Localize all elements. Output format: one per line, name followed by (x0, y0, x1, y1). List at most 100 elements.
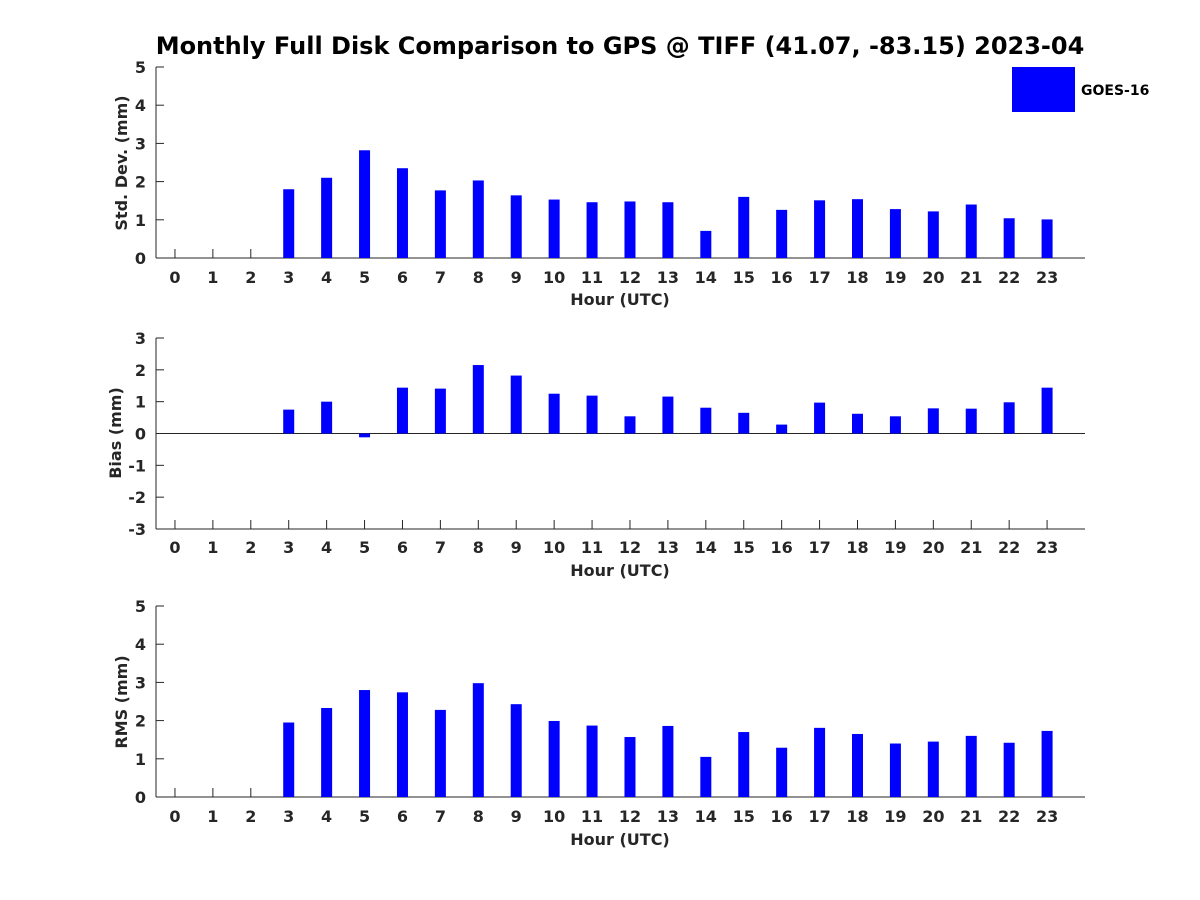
legend-label: GOES-16 (1081, 83, 1149, 99)
rms-bar (624, 737, 636, 797)
rms-xtick-label: 5 (359, 807, 370, 826)
std-dev-bar (359, 150, 371, 258)
std-dev-xtick-label: 6 (397, 268, 408, 287)
rms-xtick-label: 2 (245, 807, 256, 826)
bias-bar (1003, 402, 1015, 434)
rms-bar (548, 720, 560, 797)
rms-bar (321, 707, 333, 797)
std-dev-ylabel: Std. Dev. (mm) (112, 95, 131, 230)
rms-bar (396, 692, 408, 797)
bias-xtick-label: 17 (808, 538, 830, 557)
std-dev-xtick-label: 21 (960, 268, 982, 287)
bias-bar (359, 433, 371, 438)
bias-bar (1041, 387, 1053, 434)
bias-bar (814, 402, 826, 434)
bias-xtick-label: 7 (435, 538, 446, 557)
bias-xtick-label: 12 (619, 538, 641, 557)
bias-xlabel: Hour (UTC) (570, 561, 670, 580)
rms-xtick-label: 0 (169, 807, 180, 826)
rms-ytick-label: 0 (135, 788, 146, 807)
rms-bar (1003, 742, 1015, 797)
bias-bar (624, 416, 636, 434)
bias-bar (738, 412, 750, 434)
bias-xtick-label: 6 (397, 538, 408, 557)
std-dev-xtick-label: 8 (473, 268, 484, 287)
std-dev-bar (434, 190, 446, 258)
rms-bar (359, 690, 371, 797)
bias-xtick-label: 16 (771, 538, 793, 557)
bias-ytick-label: -3 (128, 520, 146, 539)
bias-bar (548, 393, 560, 434)
bias-bar (662, 396, 674, 434)
std-dev-xtick-label: 20 (922, 268, 944, 287)
rms-xtick-label: 12 (619, 807, 641, 826)
rms-bar (510, 704, 522, 797)
rms-xtick-label: 19 (884, 807, 906, 826)
rms-bar (1041, 730, 1053, 797)
bias-bar (700, 407, 712, 434)
bias-xtick-label: 5 (359, 538, 370, 557)
bias-xtick-label: 8 (473, 538, 484, 557)
std-dev-bar (927, 211, 939, 258)
std-dev-bar (321, 177, 333, 258)
rms-bar (472, 683, 484, 797)
bias-bar (776, 424, 788, 434)
rms-ytick-label: 5 (135, 597, 146, 616)
bias-bar (321, 401, 333, 434)
std-dev-xlabel: Hour (UTC) (570, 290, 670, 309)
bias-ytick-label: 1 (135, 393, 146, 412)
std-dev-xtick-label: 0 (169, 268, 180, 287)
std-dev-xtick-label: 2 (245, 268, 256, 287)
bias-bar (434, 388, 446, 434)
std-dev-xtick-label: 17 (808, 268, 830, 287)
rms-xtick-label: 11 (581, 807, 603, 826)
rms-bar (814, 727, 826, 797)
rms-ytick-label: 4 (135, 635, 146, 654)
chart-title: Monthly Full Disk Comparison to GPS @ TI… (156, 32, 1085, 60)
std-dev-ytick-label: 5 (135, 58, 146, 77)
rms-bar (927, 741, 939, 797)
bias-xtick-label: 13 (657, 538, 679, 557)
rms-bar (965, 735, 977, 797)
bias-xtick-label: 0 (169, 538, 180, 557)
std-dev-ytick-label: 3 (135, 134, 146, 153)
rms-bar (700, 756, 712, 797)
rms-xtick-label: 8 (473, 807, 484, 826)
std-dev-xtick-label: 15 (733, 268, 755, 287)
rms-bar (889, 743, 901, 797)
bias-xtick-label: 21 (960, 538, 982, 557)
std-dev-xtick-label: 14 (695, 268, 717, 287)
bias-xtick-label: 1 (207, 538, 218, 557)
rms-xtick-label: 13 (657, 807, 679, 826)
rms-bar (776, 747, 788, 797)
std-dev-ytick-label: 4 (135, 96, 146, 115)
std-dev-bar (396, 168, 408, 258)
bias-bar (851, 413, 863, 434)
rms-xtick-label: 21 (960, 807, 982, 826)
rms-bar (662, 725, 674, 797)
rms-ytick-label: 1 (135, 750, 146, 769)
bias-xtick-label: 20 (922, 538, 944, 557)
bias-bar (586, 395, 598, 434)
std-dev-bar (965, 204, 977, 258)
std-dev-xtick-label: 22 (998, 268, 1020, 287)
rms-bar (738, 732, 750, 797)
bias-xtick-label: 10 (543, 538, 565, 557)
bias-bar (889, 416, 901, 434)
std-dev-ytick-label: 0 (135, 249, 146, 268)
std-dev-xtick-label: 5 (359, 268, 370, 287)
rms-bar (434, 709, 446, 797)
std-dev-bar (662, 202, 674, 258)
std-dev-ytick-label: 1 (135, 211, 146, 230)
std-dev-bar (472, 180, 484, 258)
rms-xtick-label: 15 (733, 807, 755, 826)
std-dev-bar (700, 230, 712, 258)
bias-xtick-label: 11 (581, 538, 603, 557)
legend: GOES-16 (1012, 67, 1149, 112)
rms-ylabel: RMS (mm) (112, 655, 131, 748)
bias-ytick-label: 0 (135, 425, 146, 444)
bias-ytick-label: -2 (128, 488, 146, 507)
bias-xtick-label: 22 (998, 538, 1020, 557)
std-dev-xtick-label: 13 (657, 268, 679, 287)
